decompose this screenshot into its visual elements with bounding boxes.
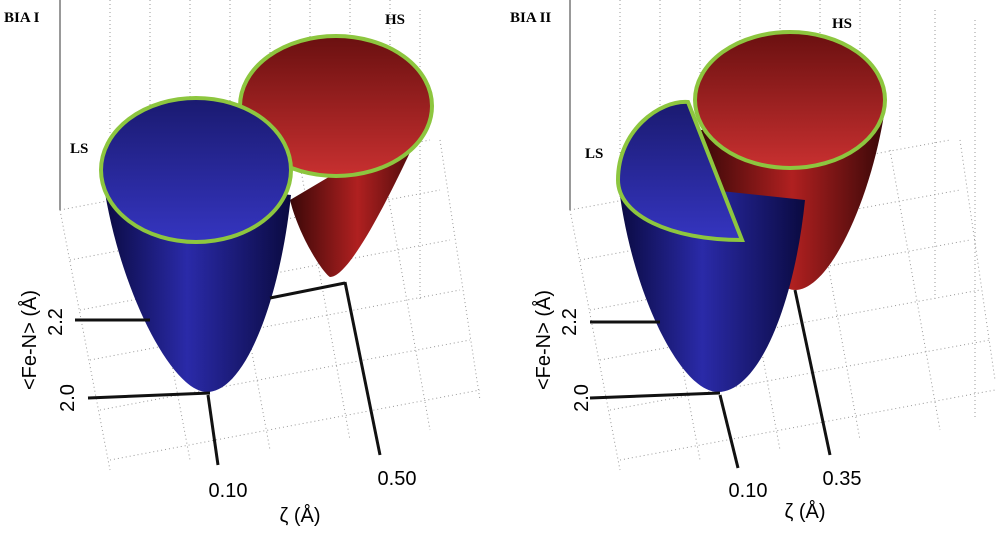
- panel: BIA II LS HS <Fe-N> (Å) 2.2 2.0 0.10 0.3…: [510, 0, 996, 523]
- axis-lines: [75, 281, 382, 466]
- hs-rim: [693, 30, 887, 170]
- y-tick-label: 2.2: [45, 308, 67, 336]
- ls-label: LS: [585, 146, 603, 162]
- ls-label: LS: [70, 141, 88, 157]
- x-axis-label: ζ (Å): [784, 500, 825, 523]
- panel: BIA I LS HS <Fe-N> (Å) 2.2 2.0 0.10 0.50…: [4, 0, 481, 527]
- ls-surface: [618, 180, 805, 392]
- hs-label: HS: [385, 12, 405, 28]
- ls-rim: [615, 99, 745, 243]
- panel-title: BIA I: [4, 10, 40, 26]
- axis-lines: [589, 289, 832, 469]
- y-tick-label: 2.2: [559, 308, 581, 336]
- y-axis-label: <Fe-N> (Å): [532, 290, 555, 390]
- x-tick-label: 0.10: [209, 480, 248, 502]
- y-axis-label: <Fe-N> (Å): [18, 290, 41, 390]
- hs-label: HS: [832, 16, 852, 32]
- x-tick-label: 0.50: [378, 468, 417, 490]
- x-tick-label: 0.35: [823, 468, 862, 490]
- x-tick-label: 0.10: [729, 480, 768, 502]
- x-axis-label: ζ (Å): [279, 504, 320, 527]
- ls-rim: [99, 96, 293, 244]
- panel-title: BIA II: [510, 10, 551, 26]
- y-tick-label: 2.0: [57, 384, 79, 412]
- y-tick-label: 2.0: [571, 384, 593, 412]
